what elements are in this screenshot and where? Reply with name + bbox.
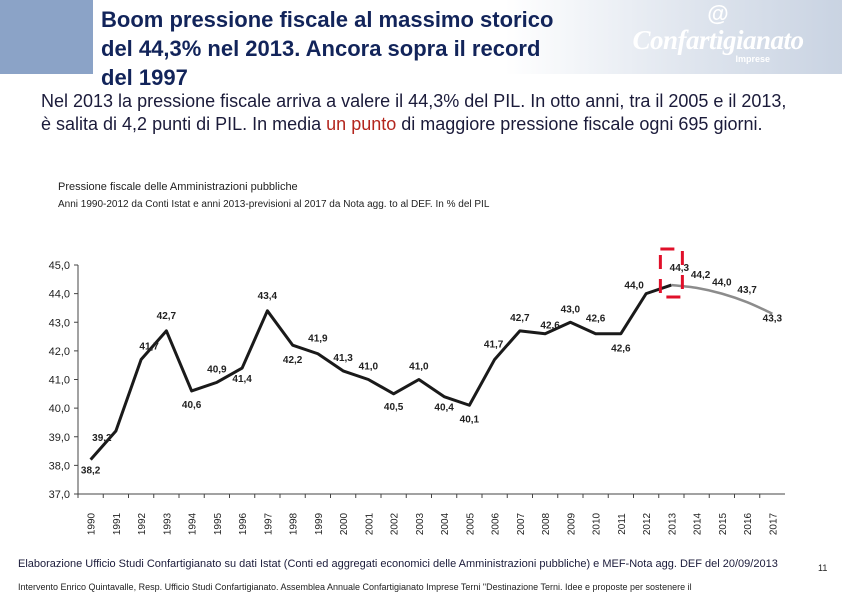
data-label: 44,0: [712, 278, 732, 289]
x-tick-label: 2004: [440, 512, 451, 535]
data-label: 41,7: [484, 339, 504, 350]
x-tick-label: 1991: [112, 512, 123, 535]
data-label: 39,2: [92, 433, 112, 444]
data-label: 43,0: [561, 304, 581, 315]
data-label: 41,7: [139, 341, 159, 352]
x-tick-label: 2006: [491, 512, 502, 535]
data-label: 41,0: [359, 362, 379, 373]
x-tick-label: 1990: [87, 512, 98, 535]
x-tick-label: 2009: [566, 512, 577, 535]
x-tick-label: 1992: [137, 512, 148, 535]
data-label: 38,2: [81, 466, 101, 477]
x-tick-label: 2014: [693, 512, 704, 535]
chart-title: Pressione fiscale delle Amministrazioni …: [58, 181, 298, 193]
at-symbol-icon: @: [707, 1, 729, 26]
header-side-bar: [0, 0, 93, 74]
data-label: 43,4: [258, 291, 278, 302]
event-footer: Intervento Enrico Quintavalle, Resp. Uff…: [18, 582, 692, 592]
data-label: 43,7: [737, 285, 757, 296]
y-tick-label: 42,0: [49, 346, 70, 358]
data-label: 42,6: [611, 344, 631, 355]
data-label: 40,1: [460, 414, 480, 425]
x-tick-label: 2000: [339, 512, 350, 535]
x-tick-label: 1995: [213, 512, 224, 535]
y-tick-label: 38,0: [49, 460, 70, 472]
logo-subtitle: Imprese: [735, 54, 770, 64]
x-tick-label: 2016: [743, 512, 754, 535]
data-label: 41,3: [333, 353, 353, 364]
series-line-historical: [89, 283, 672, 461]
header-background: [93, 0, 842, 74]
x-tick-label: 1999: [314, 512, 325, 535]
y-tick-label: 39,0: [49, 432, 70, 444]
source-note: Elaborazione Ufficio Studi Confartigiana…: [18, 558, 778, 570]
x-tick-label: 2003: [415, 512, 426, 535]
y-tick-label: 37,0: [49, 489, 70, 501]
x-tick-label: 1993: [162, 512, 173, 535]
x-tick-label: 1994: [188, 512, 199, 535]
data-label: 41,4: [232, 374, 252, 385]
data-label: 40,9: [207, 364, 227, 375]
x-tick-label: 2007: [516, 512, 527, 535]
x-tick-label: 1997: [263, 512, 274, 535]
data-label: 40,5: [384, 402, 404, 413]
x-tick-label: 2008: [541, 512, 552, 535]
highlight-box: [658, 247, 684, 299]
y-tick-label: 43,0: [49, 317, 70, 329]
y-tick-label: 40,0: [49, 403, 70, 415]
data-label: 42,2: [283, 355, 303, 366]
series-line-forecast: [671, 283, 773, 315]
page-title: Boom pressione fiscale al massimo storic…: [101, 7, 554, 90]
page-number: 11: [818, 563, 828, 573]
brand-logo: @ Confartigianato Imprese: [628, 2, 808, 72]
data-label: 42,7: [510, 313, 530, 324]
intro-paragraph: Nel 2013 la pressione fiscale arriva a v…: [41, 90, 801, 136]
x-tick-label: 2015: [718, 512, 729, 535]
data-label: 41,0: [409, 362, 429, 373]
y-tick-label: 41,0: [49, 375, 70, 387]
x-tick-label: 2002: [390, 512, 401, 535]
intro-highlight: un punto: [326, 114, 397, 134]
y-tick-label: 44,0: [49, 289, 70, 301]
x-tick-label: 2013: [667, 512, 678, 535]
data-label: 44,3: [670, 263, 690, 274]
data-label: 42,6: [586, 314, 606, 325]
logo-name: Confartigianato: [632, 25, 804, 55]
x-tick-label: 2011: [617, 513, 628, 535]
intro-text: Nel 2013 la pressione fiscale arriva a v…: [41, 91, 787, 134]
data-label: 44,2: [691, 270, 711, 281]
y-tick-label: 45,0: [49, 260, 70, 272]
x-tick-label: 2010: [592, 512, 603, 535]
x-tick-label: 1998: [289, 512, 300, 535]
x-tick-label: 2005: [465, 512, 476, 535]
data-label: 40,4: [434, 403, 454, 414]
data-label: 42,7: [157, 311, 177, 322]
data-label: 41,9: [308, 334, 328, 345]
x-tick-label: 1996: [238, 512, 249, 535]
chart-subtitle: Anni 1990-2012 da Conti Istat e anni 201…: [58, 199, 490, 210]
data-label: 44,0: [624, 281, 644, 292]
x-tick-label: 2017: [768, 512, 779, 535]
data-label: 40,6: [182, 400, 202, 411]
data-label: 42,6: [540, 321, 560, 332]
data-label: 43,3: [763, 314, 783, 325]
intro-text-end: di maggiore pressione fiscale ogni 695 g…: [396, 114, 763, 134]
x-tick-label: 2012: [642, 512, 653, 535]
x-tick-label: 2001: [364, 512, 375, 535]
